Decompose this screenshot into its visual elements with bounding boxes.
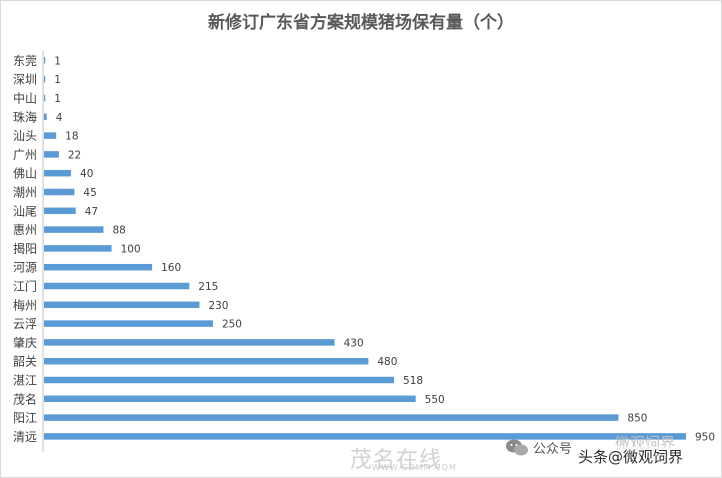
category-label: 梅州: [13, 297, 37, 312]
wechat-public-account-label: 公众号: [533, 442, 573, 457]
bar-14: [44, 301, 200, 309]
category-label: 清远: [13, 430, 37, 444]
bar-15: [44, 320, 213, 327]
bar-9: [44, 207, 76, 215]
wechat-icon: [506, 439, 528, 456]
bar-3: [44, 94, 46, 102]
category-label: 汕尾: [13, 204, 37, 218]
category-label: 东莞: [13, 54, 37, 68]
category-label: 潮州: [13, 185, 37, 200]
bar-7: [44, 169, 72, 177]
category-label: 深圳: [13, 73, 37, 87]
category-label: 阳江: [13, 411, 37, 425]
value-label: 1: [54, 74, 61, 86]
bar-19: [44, 395, 416, 403]
value-label: 1: [54, 93, 61, 105]
value-label: 550: [425, 394, 445, 406]
toutiao-account-watermark: 头条@微观饲界: [578, 446, 684, 467]
category-label: 茂名: [13, 391, 37, 406]
value-label: 4: [56, 112, 63, 124]
value-label: 22: [68, 149, 81, 161]
bar-10: [44, 226, 104, 233]
category-label: 汕头: [13, 129, 37, 143]
value-label: 47: [85, 206, 98, 218]
category-label: 珠海: [13, 109, 37, 124]
bar-5: [44, 132, 57, 139]
bar-4: [44, 113, 47, 121]
bar-12: [44, 263, 153, 271]
category-label: 揭阳: [13, 241, 37, 256]
bar-2: [44, 75, 46, 83]
bar-8: [44, 188, 75, 196]
bar-18: [44, 376, 395, 384]
value-label: 230: [208, 300, 228, 312]
value-label: 1: [54, 55, 61, 67]
value-label: 215: [198, 281, 218, 293]
value-label: 40: [80, 168, 93, 180]
account-label: @微观饲界: [608, 448, 684, 466]
category-label: 广州: [13, 148, 37, 162]
value-label: 480: [377, 356, 397, 368]
bar-11: [44, 245, 112, 252]
value-label: 850: [627, 413, 647, 425]
value-label: 950: [695, 431, 715, 443]
bar-6: [44, 151, 59, 158]
value-label: 88: [112, 225, 125, 237]
value-label: 18: [65, 131, 78, 143]
value-label: 45: [83, 187, 96, 199]
category-label: 中山: [13, 91, 37, 106]
category-label: 云浮: [13, 317, 37, 331]
category-label: 江门: [13, 279, 37, 294]
bar-13: [44, 282, 190, 290]
platform-label: 头条: [578, 448, 609, 466]
category-label: 韶关: [13, 354, 37, 369]
bar-1: [44, 57, 46, 64]
site-name-watermark: 茂名在线: [350, 448, 443, 473]
category-label: 河源: [13, 261, 37, 275]
category-label: 惠州: [13, 223, 37, 237]
category-label: 肇庆: [13, 335, 37, 350]
value-label: 518: [403, 375, 423, 387]
category-label: 佛山: [13, 167, 37, 181]
value-label: 100: [121, 243, 141, 255]
chart-title: 新修订广东省方案规模猪场保有量（个）: [208, 13, 514, 33]
bar-21: [44, 433, 686, 440]
bar-20: [44, 414, 619, 421]
value-label: 250: [222, 319, 242, 331]
category-label: 湛江: [13, 374, 37, 388]
bar-17: [44, 357, 369, 365]
value-label: 160: [161, 262, 181, 274]
value-label: 430: [344, 337, 364, 349]
bar-16: [44, 339, 335, 346]
site-url-watermark: WWW.GDMM.COM: [372, 463, 457, 472]
